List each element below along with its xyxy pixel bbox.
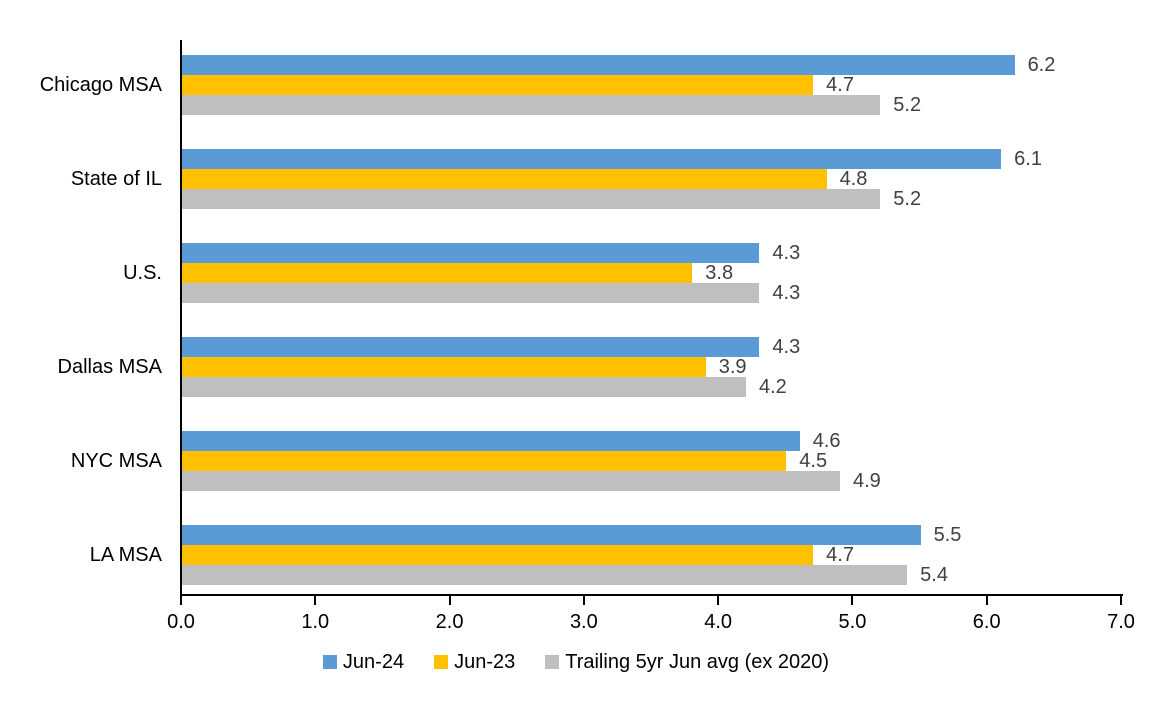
legend-swatch-icon xyxy=(434,655,449,669)
legend-label: Jun-24 xyxy=(342,651,405,673)
bar-value-la-msa-trailing-5yr-jun-avg-ex-2020: 5.4 xyxy=(920,564,948,586)
bar-la-msa-trailing-5yr-jun-avg-ex-2020 xyxy=(182,565,908,585)
legend-item-jun-23: Jun-23 xyxy=(434,650,515,674)
bar-value-nyc-msa-trailing-5yr-jun-avg-ex-2020: 4.9 xyxy=(853,470,881,492)
bar-nyc-msa-jun-23 xyxy=(182,451,787,471)
x-axis-tick-label: 5.0 xyxy=(838,611,867,633)
category-label-state-of-il: State of IL xyxy=(70,168,162,190)
legend-swatch-icon xyxy=(322,655,337,669)
x-axis-tick-label: 4.0 xyxy=(704,611,733,633)
bar-value-u-s-trailing-5yr-jun-avg-ex-2020: 4.3 xyxy=(772,282,801,304)
bar-state-of-il-jun-23 xyxy=(182,169,827,189)
bar-value-chicago-msa-jun-23: 4.7 xyxy=(826,74,854,96)
bar-value-state-of-il-jun-24: 6.1 xyxy=(1014,148,1042,170)
bar-value-state-of-il-trailing-5yr-jun-avg-ex-2020: 5.2 xyxy=(893,188,922,210)
x-axis-tick xyxy=(717,594,720,605)
bar-la-msa-jun-24 xyxy=(182,525,921,545)
bar-chicago-msa-jun-23 xyxy=(182,75,814,95)
x-axis-tick xyxy=(448,594,451,605)
x-axis-tick-label: 2.0 xyxy=(435,611,464,633)
legend-item-trailing-5yr-jun-avg-ex-2020: Trailing 5yr Jun avg (ex 2020) xyxy=(545,650,829,674)
x-axis-tick xyxy=(1120,594,1122,605)
legend-item-jun-24: Jun-24 xyxy=(322,650,405,674)
bar-value-u-s-jun-24: 4.3 xyxy=(772,242,801,264)
bar-value-dallas-msa-jun-24: 4.3 xyxy=(772,336,801,358)
bar-chicago-msa-trailing-5yr-jun-avg-ex-2020 xyxy=(182,95,881,115)
x-axis-tick-label: 3.0 xyxy=(569,611,598,633)
bar-value-chicago-msa-trailing-5yr-jun-avg-ex-2020: 5.2 xyxy=(893,94,922,116)
legend: Jun-24 Jun-23 Trailing 5yr Jun avg (ex 202… xyxy=(0,650,1152,674)
bar-u-s-trailing-5yr-jun-avg-ex-2020 xyxy=(182,283,760,303)
category-label-u-s: U.S. xyxy=(123,262,162,284)
bar-value-chicago-msa-jun-24: 6.2 xyxy=(1027,54,1056,76)
x-axis-tick xyxy=(985,594,988,605)
bar-u-s-jun-24 xyxy=(182,243,760,263)
category-label-nyc-msa: NYC MSA xyxy=(70,450,162,472)
bar-value-dallas-msa-jun-23: 3.9 xyxy=(718,356,747,378)
legend-label: Trailing 5yr Jun avg (ex 2020) xyxy=(565,651,830,673)
category-label-dallas-msa: Dallas MSA xyxy=(57,356,162,378)
y-axis-line xyxy=(180,40,182,596)
bar-value-la-msa-jun-24: 5.5 xyxy=(933,524,962,546)
bar-dallas-msa-jun-23 xyxy=(182,357,706,377)
x-axis-tick xyxy=(582,594,585,605)
legend-swatch-icon xyxy=(545,655,560,669)
bar-state-of-il-jun-24 xyxy=(182,149,1002,169)
bar-dallas-msa-trailing-5yr-jun-avg-ex-2020 xyxy=(182,377,746,397)
bar-value-nyc-msa-jun-23: 4.5 xyxy=(799,450,828,472)
bar-value-state-of-il-jun-23: 4.8 xyxy=(839,168,868,190)
x-axis-tick xyxy=(851,594,854,605)
x-axis-tick-label: 6.0 xyxy=(972,611,1001,633)
bar-nyc-msa-jun-24 xyxy=(182,431,800,451)
x-axis-tick-label: 1.0 xyxy=(301,611,330,633)
category-label-la-msa: LA MSA xyxy=(89,544,162,566)
x-axis-tick-label: 7.0 xyxy=(1107,611,1135,633)
bar-u-s-jun-23 xyxy=(182,263,693,283)
x-axis-tick xyxy=(314,594,317,605)
x-axis-tick xyxy=(180,594,182,605)
bar-value-la-msa-jun-23: 4.7 xyxy=(826,544,854,566)
bar-value-nyc-msa-jun-24: 4.6 xyxy=(812,430,841,452)
bar-value-u-s-jun-23: 3.8 xyxy=(705,262,734,284)
bar-state-of-il-trailing-5yr-jun-avg-ex-2020 xyxy=(182,189,881,209)
bar-la-msa-jun-23 xyxy=(182,545,814,565)
bar-value-dallas-msa-trailing-5yr-jun-avg-ex-2020: 4.2 xyxy=(759,376,787,398)
x-axis-tick-label: 0.0 xyxy=(167,611,195,633)
bar-chicago-msa-jun-24 xyxy=(182,55,1015,75)
x-axis-line xyxy=(180,594,1123,596)
bar-nyc-msa-trailing-5yr-jun-avg-ex-2020 xyxy=(182,471,840,491)
bar-dallas-msa-jun-24 xyxy=(182,337,760,357)
category-label-chicago-msa: Chicago MSA xyxy=(39,74,162,96)
legend-label: Jun-23 xyxy=(454,651,516,673)
